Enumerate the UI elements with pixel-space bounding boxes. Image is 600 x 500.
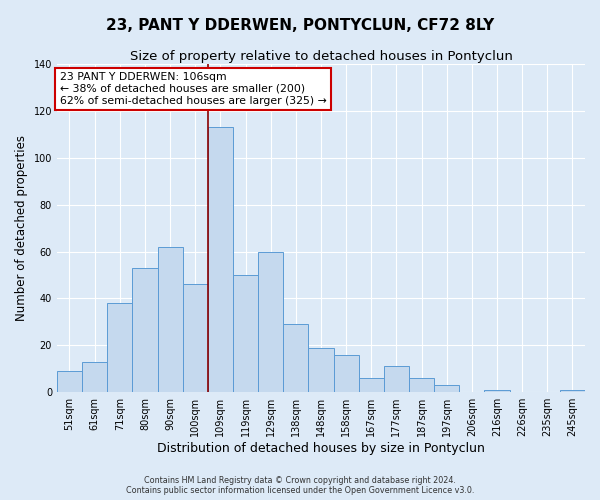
Bar (283, 324, 308, 392)
Y-axis label: Number of detached properties: Number of detached properties (15, 135, 28, 321)
Bar (409, 378, 434, 392)
Bar (560, 390, 585, 392)
Bar (308, 348, 334, 392)
Text: 23, PANT Y DDERWEN, PONTYCLUN, CF72 8LY: 23, PANT Y DDERWEN, PONTYCLUN, CF72 8LY (106, 18, 494, 32)
Text: Contains HM Land Registry data © Crown copyright and database right 2024.: Contains HM Land Registry data © Crown c… (144, 476, 456, 485)
Bar (158, 247, 182, 392)
Bar (258, 252, 283, 392)
Text: 23 PANT Y DDERWEN: 106sqm
← 38% of detached houses are smaller (200)
62% of semi: 23 PANT Y DDERWEN: 106sqm ← 38% of detac… (59, 72, 326, 106)
Bar (57, 371, 82, 392)
Bar (133, 268, 158, 392)
X-axis label: Distribution of detached houses by size in Pontyclun: Distribution of detached houses by size … (157, 442, 485, 455)
Bar (384, 366, 409, 392)
Bar (484, 390, 509, 392)
Bar (208, 128, 233, 392)
Bar (107, 303, 133, 392)
Bar (82, 362, 107, 392)
Bar (233, 275, 258, 392)
Title: Size of property relative to detached houses in Pontyclun: Size of property relative to detached ho… (130, 50, 512, 63)
Text: Contains public sector information licensed under the Open Government Licence v3: Contains public sector information licen… (126, 486, 474, 495)
Bar (182, 284, 208, 392)
Bar (334, 354, 359, 392)
Bar (434, 385, 459, 392)
Bar (359, 378, 384, 392)
